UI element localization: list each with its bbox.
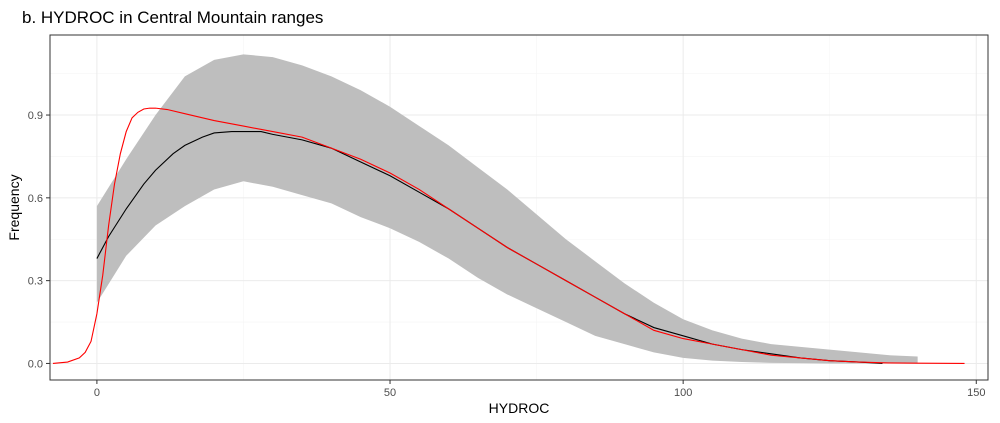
confidence-band	[96, 54, 918, 364]
x-tick-label: 100	[674, 387, 692, 399]
panel-border	[49, 34, 989, 381]
x-axis: 0 50 100 150	[94, 380, 985, 399]
y-axis-title: Frequency	[6, 174, 22, 240]
plot-panel	[49, 34, 989, 381]
x-tick-label: 0	[94, 387, 100, 399]
x-axis-title: HYDROC	[489, 400, 550, 416]
y-tick-label: 0.6	[28, 193, 43, 205]
y-tick-label: 0.3	[28, 276, 43, 288]
x-tick-label: 50	[384, 387, 396, 399]
observed-line	[52, 107, 965, 364]
chart-title: b. HYDROC in Central Mountain ranges	[22, 8, 323, 27]
y-axis: 0.0 0.3 0.6 0.9	[28, 110, 50, 370]
y-tick-label: 0.9	[28, 110, 43, 122]
y-tick-label: 0.0	[28, 358, 43, 370]
x-tick-label: 150	[967, 387, 985, 399]
